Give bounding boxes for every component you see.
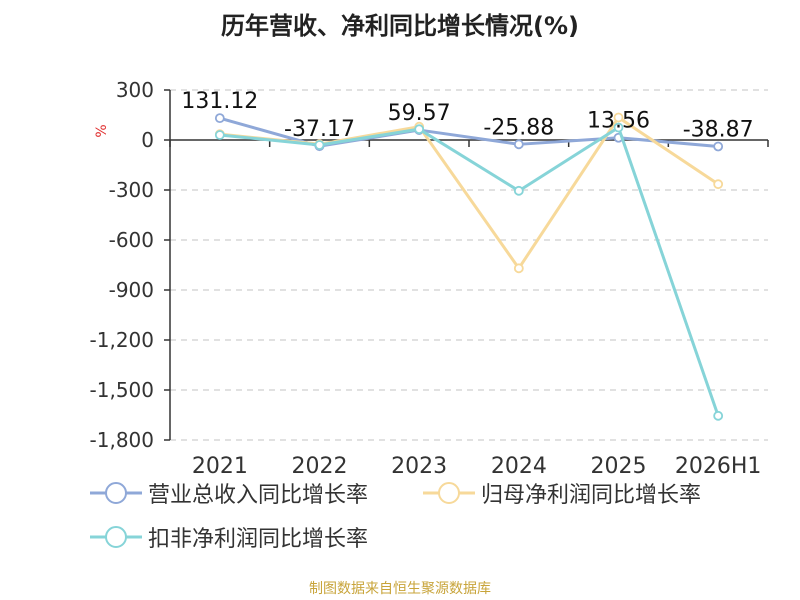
data-point — [214, 130, 225, 140]
data-point — [613, 112, 624, 123]
y-tick-label: 300 — [116, 78, 154, 102]
x-tick-label: 2025 — [591, 454, 647, 479]
legend-label: 营业总收入同比增长率 — [148, 483, 369, 508]
data-point — [414, 124, 425, 135]
data-label: 59.57 — [388, 101, 451, 126]
data-label: 131.12 — [181, 89, 258, 114]
x-tick-label: 2021 — [192, 454, 248, 479]
legend-item-deducted-profit[interactable]: 扣非净利润同比增长率 — [90, 522, 368, 552]
y-tick-label: -900 — [109, 278, 154, 302]
y-axis-unit-label: % — [94, 124, 110, 137]
chart-title: 历年营收、净利同比增长情况(%) — [221, 12, 579, 40]
legend-item-net-profit[interactable]: 归母净利润同比增长率 — [423, 478, 701, 508]
legend-item-revenue[interactable]: 营业总收入同比增长率 — [90, 478, 368, 508]
data-point — [314, 140, 325, 150]
data-point — [513, 263, 524, 274]
y-tick-label: -1,800 — [90, 428, 154, 452]
x-tick-label: 2024 — [491, 454, 547, 479]
axes: 300 0 -300 -600 -900 -1,200 -1,500 -1,800 2021 20… — [90, 78, 769, 479]
y-tick-label: -1,200 — [90, 328, 154, 352]
legend-label: 扣非净利润同比增长率 — [148, 527, 369, 552]
legend-marker-icon — [423, 482, 475, 504]
data-label: -37.17 — [284, 117, 355, 142]
x-tick-label: 2023 — [391, 454, 447, 479]
data-point — [713, 410, 724, 421]
data-labels: 131.12 -37.17 59.57 -25.88 13.56 -38.87 — [181, 89, 753, 142]
legend-marker-icon — [90, 482, 142, 504]
x-tick-label: 2026H1 — [675, 454, 762, 479]
series-line — [219, 126, 720, 417]
grid-lines — [170, 89, 768, 441]
data-label: 13.56 — [587, 109, 650, 134]
legend-label: 归母净利润同比增长率 — [481, 483, 702, 508]
data-label: -25.88 — [483, 115, 554, 140]
series — [214, 112, 724, 421]
data-point — [713, 179, 724, 190]
data-point — [513, 185, 524, 196]
data-point — [613, 122, 624, 133]
y-tick-label: 0 — [141, 128, 154, 152]
data-source-note: 制图数据来自恒生聚源数据库 — [309, 581, 491, 597]
data-point — [713, 141, 724, 152]
data-point — [513, 139, 524, 150]
y-tick-label: -1,500 — [90, 378, 154, 402]
y-tick-label: -300 — [109, 178, 154, 202]
data-point — [214, 113, 225, 124]
x-tick-label: 2022 — [292, 454, 348, 479]
y-tick-label: -600 — [109, 228, 154, 252]
data-label: -38.87 — [683, 117, 754, 142]
legend-marker-icon — [90, 526, 142, 548]
